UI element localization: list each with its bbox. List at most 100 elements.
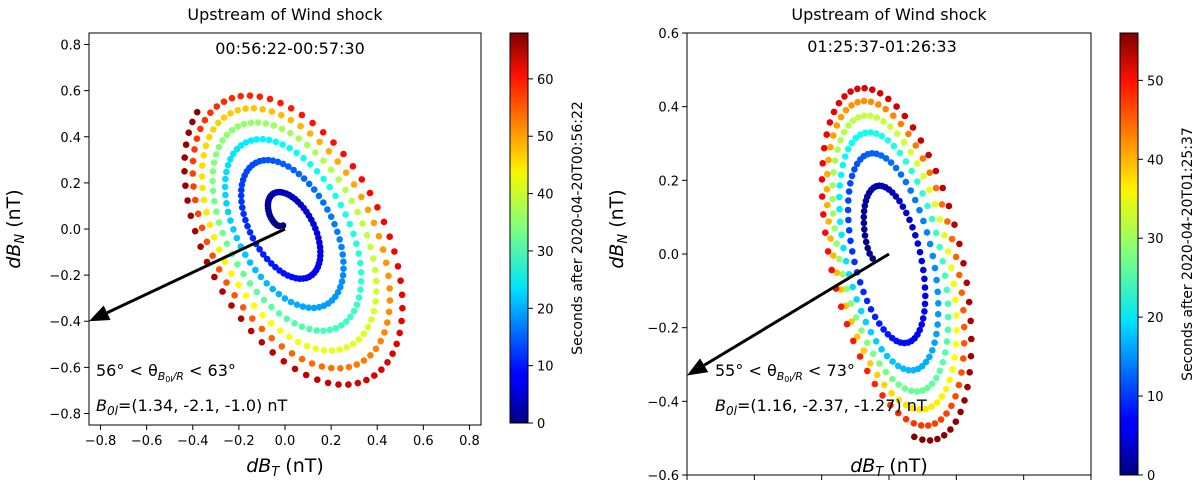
trajectory-point [869,86,876,93]
trajectory-point [231,292,238,299]
trajectory-point [298,355,306,363]
trajectory-point [222,175,229,183]
trajectory-point [250,302,258,310]
trajectory-point [926,353,933,361]
trajectory-point [829,210,837,217]
trajectory-point [315,192,323,200]
trajectory-point [260,296,268,304]
trajectory-point [370,307,378,315]
trajectory-point [850,337,857,345]
trajectory-point [942,349,949,356]
direction-arrow-shaft [703,252,890,367]
panel-left-colorbar-ticks: 0 10 20 30 40 50 60 [528,73,554,432]
trajectory-point [307,161,314,168]
trajectory-point [291,365,299,373]
trajectory-point [371,266,379,274]
colorbar-tick-label: 0 [1147,469,1155,484]
trajectory-point [948,402,955,410]
trajectory-point [222,191,229,199]
trajectory-point [845,216,852,224]
trajectory-point [882,105,889,113]
x-tick-label: 0.4 [367,434,388,449]
colorbar-tick-label: 60 [537,73,554,88]
trajectory-point [247,137,255,144]
trajectory-point [355,250,363,257]
trajectory-point [860,97,868,105]
trajectory-point [882,155,890,162]
trajectory-point [345,381,352,388]
trajectory-point [833,122,841,129]
trajectory-point [343,344,350,351]
trajectory-point [907,187,914,194]
trajectory-point [360,330,368,338]
trajectory-point [926,169,933,176]
trajectory-point [924,202,931,210]
trajectory-point [207,109,214,116]
trajectory-point [246,280,254,287]
y-tick-label: 0.6 [658,27,679,42]
trajectory-point [919,387,926,394]
trajectory-point [337,201,345,209]
trajectory-point [242,251,249,258]
trajectory-point [822,229,829,236]
trajectory-point [854,98,861,106]
trajectory-point [211,273,218,281]
trajectory-point [262,120,270,127]
trajectory-point [320,157,327,164]
trajectory-point [838,231,845,239]
trajectory-point [843,285,850,293]
trajectory-point [840,128,848,136]
trajectory-point [303,342,311,350]
x-tick-label: 0.8 [459,434,480,449]
trajectory-point [890,112,897,119]
trajectory-point [933,399,941,406]
trajectory-point [298,111,306,119]
trajectory-point [246,229,254,236]
panel-right-y-ticks: −0.6 −0.4 −0.2 0.0 0.2 0.4 0.6 [647,27,687,484]
trajectory-point [919,190,926,197]
trajectory-point [943,338,951,345]
trajectory-point [951,354,958,361]
trajectory-point [895,409,902,417]
y-tick-label: 0.8 [60,39,81,54]
trajectory-point [833,240,840,247]
trajectory-point [247,119,255,127]
trajectory-point [353,240,360,247]
trajectory-point [960,260,967,267]
trajectory-point [181,154,188,161]
trajectory-point [242,139,250,146]
trajectory-point [223,131,231,139]
trajectory-point [860,219,868,227]
trajectory-point [819,160,826,167]
trajectory-point [837,286,845,293]
trajectory-point [921,284,929,291]
trajectory-point [386,233,394,240]
trajectory-point [902,158,910,165]
trajectory-point [373,288,380,295]
trajectory-point [911,196,919,204]
trajectory-point [367,352,374,359]
trajectory-point [849,117,857,124]
trajectory-point [887,159,895,166]
colorbar-tick-label: 50 [537,130,554,145]
trajectory-point [357,286,364,294]
trajectory-point [857,307,865,315]
trajectory-point [336,346,343,353]
trajectory-point [869,255,876,262]
trajectory-point [934,435,941,443]
panel-right-y-axis-label: dBN (nT) [606,189,631,268]
trajectory-point [883,352,891,360]
trajectory-point [194,210,202,218]
trajectory-point [825,156,832,164]
trajectory-point [242,216,249,224]
trajectory-point [935,300,942,307]
trajectory-point [372,277,380,285]
trajectory-point [921,275,928,283]
direction-arrow-head [89,305,111,322]
trajectory-point [386,297,394,304]
trajectory-point [961,397,968,404]
trajectory-point [338,243,345,251]
trajectory-point [867,129,874,136]
trajectory-point [830,169,837,176]
trajectory-point [889,358,896,365]
